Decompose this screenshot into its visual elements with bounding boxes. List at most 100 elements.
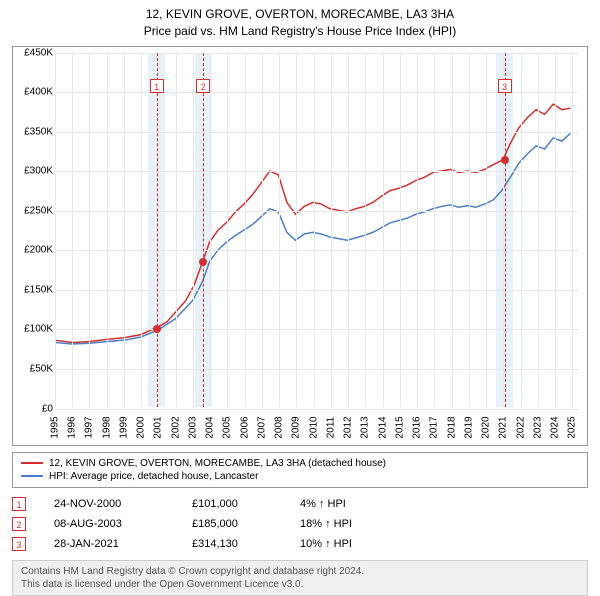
point-marker-1: 1 xyxy=(12,497,26,511)
gridline-vertical xyxy=(279,53,280,407)
gridline-vertical xyxy=(262,53,263,407)
point-marker-2: 2 xyxy=(12,517,26,531)
footer-line-2: This data is licensed under the Open Gov… xyxy=(21,578,579,591)
chart-frame: 123 £0£50K£100K£150K£200K£250K£300K£350K… xyxy=(12,46,588,446)
x-axis-label: 1999 xyxy=(118,416,129,438)
point-price: £185,000 xyxy=(192,518,272,530)
y-axis-label: £50K xyxy=(15,364,53,375)
gridline-vertical xyxy=(400,53,401,407)
sale-points-table: 1 24-NOV-2000 £101,000 4% ↑ HPI 2 08-AUG… xyxy=(12,494,588,554)
x-axis-label: 1995 xyxy=(50,416,61,438)
gridline-vertical xyxy=(538,53,539,407)
legend-label-property: 12, KEVIN GROVE, OVERTON, MORECAMBE, LA3… xyxy=(49,458,386,469)
y-axis-label: £150K xyxy=(15,284,53,295)
sale-point-dot xyxy=(153,325,161,333)
footer-line-1: Contains HM Land Registry data © Crown c… xyxy=(21,565,579,578)
y-axis-label: £0 xyxy=(15,403,53,414)
table-row: 3 28-JAN-2021 £314,130 10% ↑ HPI xyxy=(12,534,588,554)
gridline-vertical xyxy=(141,53,142,407)
title-subtitle: Price paid vs. HM Land Registry's House … xyxy=(0,23,600,40)
x-axis-label: 2013 xyxy=(360,416,371,438)
gridline-vertical xyxy=(72,53,73,407)
attribution-footer: Contains HM Land Registry data © Crown c… xyxy=(12,560,588,596)
legend: 12, KEVIN GROVE, OVERTON, MORECAMBE, LA3… xyxy=(12,452,588,488)
legend-row: 12, KEVIN GROVE, OVERTON, MORECAMBE, LA3… xyxy=(21,457,579,470)
point-date: 08-AUG-2003 xyxy=(54,518,164,530)
y-axis-label: £300K xyxy=(15,166,53,177)
y-axis-label: £200K xyxy=(15,245,53,256)
x-axis-label: 2002 xyxy=(170,416,181,438)
gridline-horizontal xyxy=(55,53,579,54)
gridline-vertical xyxy=(486,53,487,407)
gridline-vertical xyxy=(348,53,349,407)
gridline-vertical xyxy=(555,53,556,407)
legend-row: HPI: Average price, detached house, Lanc… xyxy=(21,470,579,483)
plot-area: 123 xyxy=(55,53,579,407)
x-axis-label: 2004 xyxy=(205,416,216,438)
gridline-vertical xyxy=(176,53,177,407)
sale-marker-box: 3 xyxy=(498,79,512,93)
point-marker-3: 3 xyxy=(12,537,26,551)
x-axis-label: 1998 xyxy=(101,416,112,438)
gridline-vertical xyxy=(417,53,418,407)
y-axis-label: £100K xyxy=(15,324,53,335)
sale-reference-line xyxy=(505,53,506,407)
x-axis-label: 2019 xyxy=(463,416,474,438)
table-row: 1 24-NOV-2000 £101,000 4% ↑ HPI xyxy=(12,494,588,514)
x-axis-label: 2025 xyxy=(567,416,578,438)
chart-title-block: 12, KEVIN GROVE, OVERTON, MORECAMBE, LA3… xyxy=(0,0,600,42)
x-axis-label: 2005 xyxy=(222,416,233,438)
gridline-horizontal xyxy=(55,369,579,370)
x-axis-label: 2014 xyxy=(377,416,388,438)
title-address: 12, KEVIN GROVE, OVERTON, MORECAMBE, LA3… xyxy=(0,6,600,23)
point-price: £314,130 xyxy=(192,538,272,550)
sale-reference-line xyxy=(157,53,158,407)
x-axis-label: 2016 xyxy=(412,416,423,438)
gridline-vertical xyxy=(314,53,315,407)
gridline-horizontal xyxy=(55,250,579,251)
gridline-vertical xyxy=(55,53,56,407)
legend-label-hpi: HPI: Average price, detached house, Lanc… xyxy=(49,471,258,482)
x-axis-label: 2010 xyxy=(308,416,319,438)
gridline-vertical xyxy=(521,53,522,407)
gridline-vertical xyxy=(452,53,453,407)
gridline-vertical xyxy=(365,53,366,407)
sale-marker-box: 2 xyxy=(196,79,210,93)
x-axis-label: 1996 xyxy=(67,416,78,438)
gridline-horizontal xyxy=(55,211,579,212)
gridline-vertical xyxy=(296,53,297,407)
gridline-vertical xyxy=(331,53,332,407)
line-series-svg xyxy=(55,53,579,407)
gridline-horizontal xyxy=(55,290,579,291)
legend-swatch-property xyxy=(21,462,43,464)
gridline-horizontal xyxy=(55,409,579,410)
chart-container: 12, KEVIN GROVE, OVERTON, MORECAMBE, LA3… xyxy=(0,0,600,590)
sale-reference-line xyxy=(203,53,204,407)
x-axis-label: 2007 xyxy=(256,416,267,438)
y-axis-label: £400K xyxy=(15,87,53,98)
x-axis-label: 2022 xyxy=(515,416,526,438)
y-axis-label: £450K xyxy=(15,47,53,58)
x-axis-label: 2018 xyxy=(446,416,457,438)
sale-point-dot xyxy=(199,258,207,266)
gridline-vertical xyxy=(124,53,125,407)
point-pct-vs-hpi: 18% ↑ HPI xyxy=(300,518,410,530)
x-axis-label: 2017 xyxy=(429,416,440,438)
x-axis-label: 2011 xyxy=(325,416,336,438)
x-axis-label: 2020 xyxy=(481,416,492,438)
gridline-horizontal xyxy=(55,171,579,172)
gridline-horizontal xyxy=(55,132,579,133)
x-axis-label: 2008 xyxy=(274,416,285,438)
gridline-vertical xyxy=(245,53,246,407)
x-axis-label: 2000 xyxy=(136,416,147,438)
legend-swatch-hpi xyxy=(21,475,43,477)
x-axis-label: 2006 xyxy=(239,416,250,438)
gridline-vertical xyxy=(383,53,384,407)
y-axis-label: £250K xyxy=(15,205,53,216)
point-pct-vs-hpi: 4% ↑ HPI xyxy=(300,498,410,510)
x-axis-label: 2001 xyxy=(153,416,164,438)
x-axis-label: 2003 xyxy=(187,416,198,438)
gridline-vertical xyxy=(89,53,90,407)
point-date: 24-NOV-2000 xyxy=(54,498,164,510)
gridline-vertical xyxy=(469,53,470,407)
